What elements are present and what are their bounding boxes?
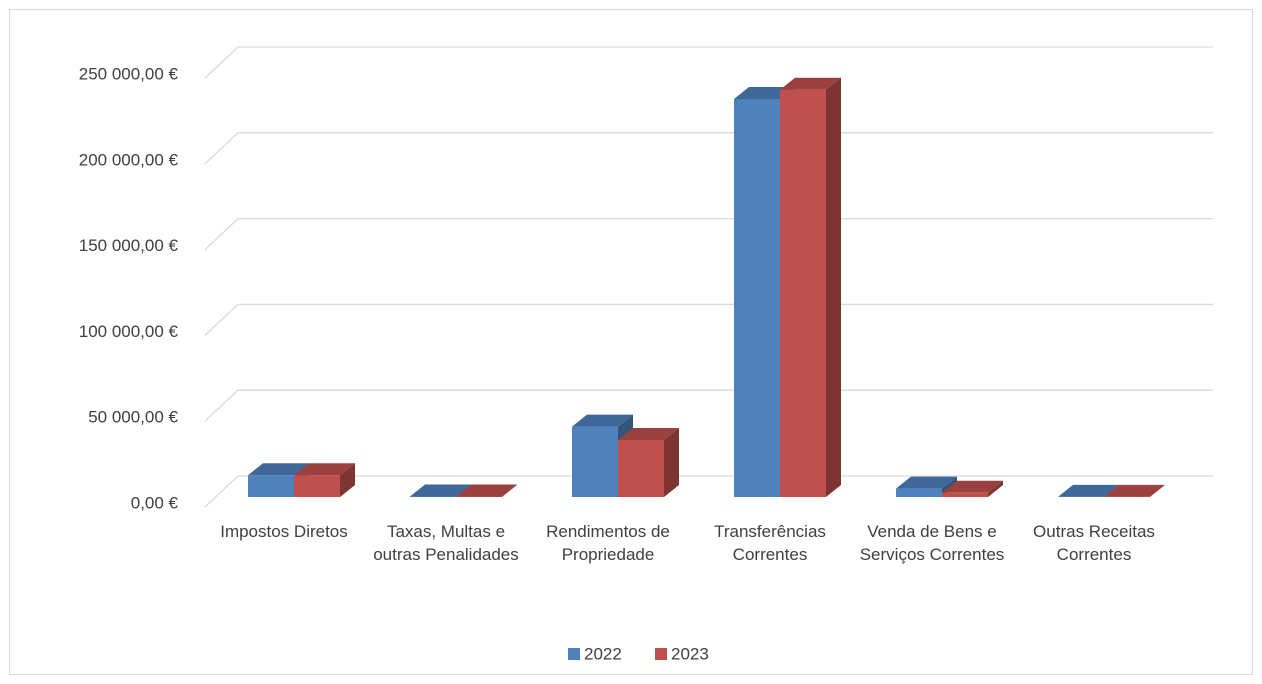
y-tick-label: 150 000,00 €	[79, 236, 179, 255]
grid-line	[204, 389, 1213, 422]
x-tick-label: Rendimentos de Propriedade	[546, 522, 670, 564]
bar	[456, 484, 517, 497]
y-tick-label: 0,00 €	[131, 493, 179, 512]
y-tick-label: 250 000,00 €	[79, 64, 179, 83]
x-tick-label: Taxas, Multas e outras Penalidades	[373, 522, 519, 564]
x-tick-label-box: Rendimentos de Propriedade	[546, 522, 670, 564]
x-tick-label: Venda de Bens e Serviços Correntes	[859, 522, 1005, 564]
grid-line	[204, 132, 1213, 165]
x-tick-label: Outras Receitas Correntes	[1033, 522, 1155, 564]
bar-side	[664, 428, 679, 497]
bar-front	[572, 426, 618, 497]
bar-top	[1058, 484, 1119, 497]
bar-front	[456, 496, 502, 497]
x-tick-label-box: Impostos Diretos	[220, 522, 348, 541]
bar-top	[294, 463, 355, 476]
bar-side	[1150, 484, 1165, 497]
grid-line	[204, 217, 1213, 251]
bar-front	[410, 496, 456, 497]
bar-top	[942, 480, 1003, 493]
bar-side	[340, 463, 355, 497]
legend-swatch	[655, 648, 667, 660]
bar-front	[618, 440, 664, 497]
bar-front	[780, 89, 826, 498]
bar-side	[988, 480, 1003, 497]
legend-label: 2022	[584, 644, 622, 663]
y-tick-label: 200 000,00 €	[79, 150, 179, 169]
grid-line	[204, 303, 1213, 336]
x-tick-label: Impostos Diretos	[220, 522, 348, 541]
bar-top	[456, 484, 517, 497]
bar-front	[734, 98, 780, 497]
bar-top	[618, 428, 679, 441]
bar-top	[248, 463, 309, 476]
bar-top	[896, 476, 957, 489]
bar	[942, 480, 1003, 497]
bar-top	[780, 77, 841, 90]
legend-label: 2023	[671, 644, 709, 663]
x-tick-label-box: Outras Receitas Correntes	[1033, 522, 1155, 564]
bar-front	[294, 475, 340, 497]
bar-top	[1104, 484, 1165, 497]
bar	[294, 463, 355, 497]
y-tick-label: 50 000,00 €	[88, 408, 178, 427]
bar-front	[942, 492, 988, 497]
x-tick-label-box: Taxas, Multas e outras Penalidades	[373, 522, 519, 564]
x-tick-label: Transferências Correntes	[714, 522, 826, 564]
x-tick-label-box: Transferências Correntes	[714, 522, 826, 564]
x-tick-label-box: Venda de Bens e Serviços Correntes	[859, 522, 1005, 564]
chart-border	[9, 9, 1253, 675]
bar-side	[826, 77, 841, 498]
bar	[1104, 484, 1165, 497]
bar-front	[248, 475, 294, 497]
bar	[618, 428, 679, 497]
bar-front	[896, 488, 942, 497]
y-tick-label: 100 000,00 €	[79, 322, 179, 341]
bar-top	[572, 414, 633, 427]
grid-line	[204, 46, 1213, 79]
bar-side	[502, 484, 517, 497]
legend-swatch	[568, 648, 580, 660]
bar-top	[734, 86, 795, 99]
bar	[780, 77, 841, 498]
grid-line	[204, 475, 1213, 508]
bar-top	[410, 484, 471, 497]
